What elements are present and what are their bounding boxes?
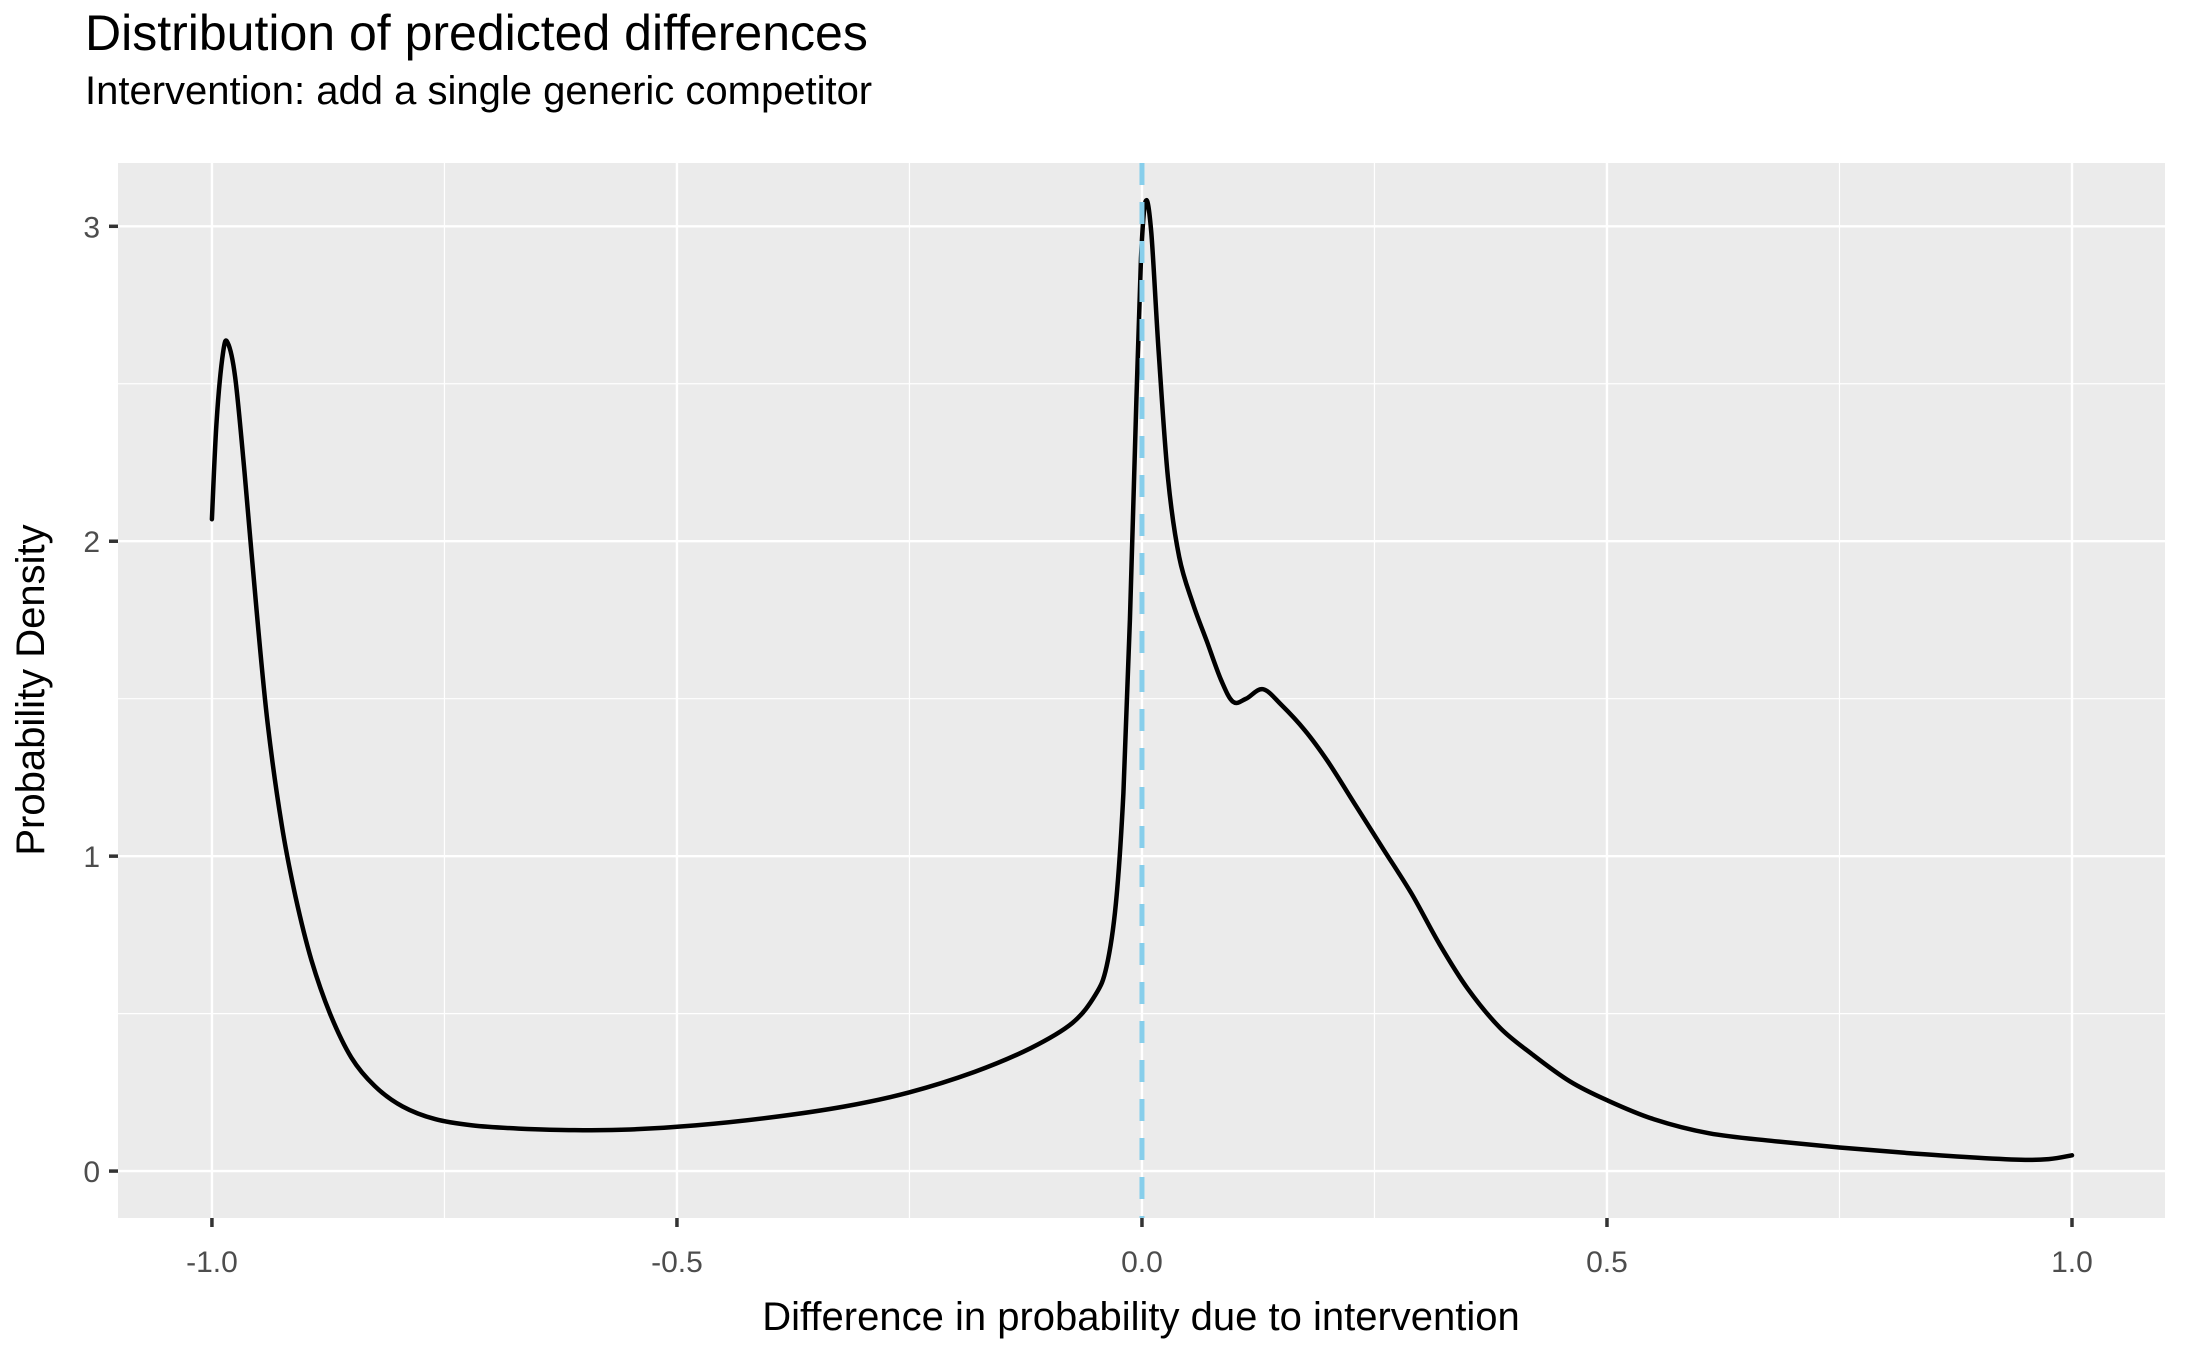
x-tick-label: 0.5	[1586, 1246, 1628, 1279]
plot-title: Distribution of predicted differences	[85, 5, 868, 61]
y-tick-label: 2	[83, 526, 100, 559]
x-axis-title: Difference in probability due to interve…	[762, 1295, 1520, 1339]
x-tick-label: 0.0	[1121, 1246, 1163, 1279]
y-tick-label: 3	[83, 211, 100, 244]
x-tick-label: -1.0	[186, 1246, 238, 1279]
y-tick-label: 0	[83, 1156, 100, 1189]
axis-tick-marks	[109, 224, 2074, 1227]
x-tick-label: 1.0	[2051, 1246, 2093, 1279]
y-tick-label: 1	[83, 841, 100, 874]
axis-tick-labels: -1.0 -0.5 0.0 0.5 1.0 0 1 2 3	[83, 211, 2093, 1279]
density-curve	[209, 197, 2075, 1163]
x-tick-label: -0.5	[651, 1246, 703, 1279]
y-axis-title: Probability Density	[9, 524, 53, 855]
density-curve-layer	[209, 197, 2075, 1163]
plot-subtitle: Intervention: add a single generic compe…	[85, 69, 872, 113]
